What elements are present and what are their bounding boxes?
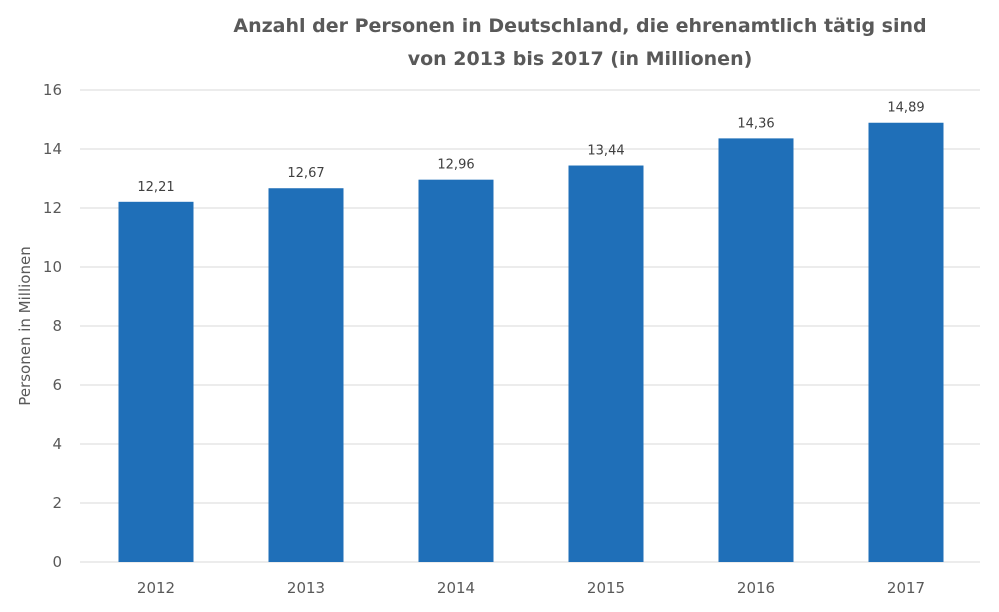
y-tick-label: 10 (43, 258, 62, 276)
chart-title-line-2: von 2013 bis 2017 (in Millionen) (408, 48, 753, 70)
x-tick-label: 2014 (437, 579, 475, 597)
y-tick-label: 4 (52, 435, 62, 453)
bar-2015 (568, 165, 644, 562)
data-label: 14,36 (737, 116, 774, 131)
x-tick-label: 2012 (137, 579, 175, 597)
data-label: 12,67 (287, 166, 324, 181)
bar-2017 (868, 122, 944, 563)
bar-2016 (718, 138, 794, 562)
y-tick-label: 16 (43, 81, 62, 99)
x-tick-label: 2016 (737, 579, 775, 597)
x-tick-label: 2013 (287, 579, 325, 597)
data-label: 12,96 (437, 158, 474, 173)
x-tick-label: 2015 (587, 579, 625, 597)
y-tick-label: 2 (52, 494, 62, 512)
data-label: 12,21 (137, 180, 174, 195)
y-tick-label: 8 (52, 317, 62, 335)
y-tick-label: 6 (52, 376, 62, 394)
y-tick-label: 14 (43, 140, 62, 158)
data-label: 14,89 (887, 101, 924, 116)
bar-2013 (268, 188, 344, 563)
chart-title-line-1: Anzahl der Personen in Deutschland, die … (233, 15, 926, 37)
x-tick-label: 2017 (887, 579, 925, 597)
data-label: 13,44 (587, 144, 624, 159)
y-tick-label: 12 (43, 199, 62, 217)
y-tick-label: 0 (52, 553, 62, 571)
y-axis-label: Personen in Millionen (16, 246, 34, 405)
bar-2014 (418, 179, 494, 562)
bar-2012 (118, 201, 194, 562)
